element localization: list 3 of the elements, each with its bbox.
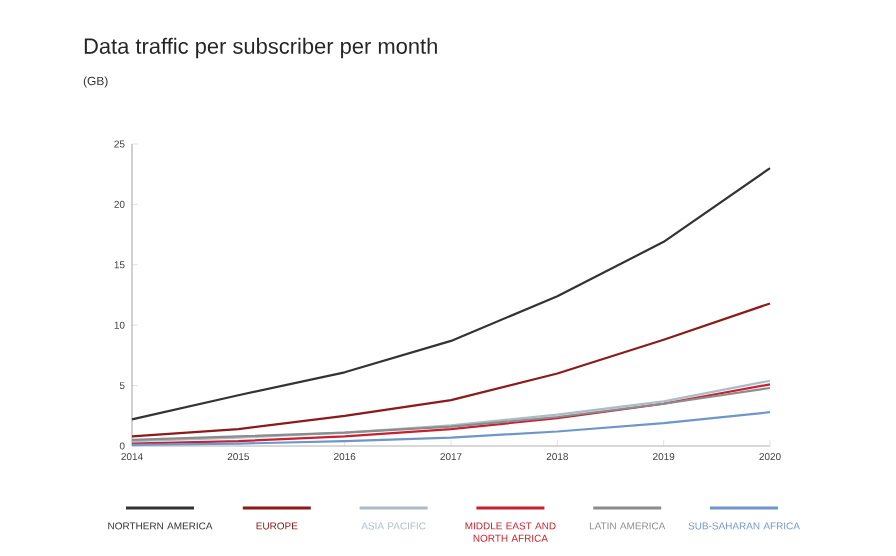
line-series xyxy=(130,167,772,421)
chart-title: Data traffic per subscriber per month xyxy=(84,37,437,59)
line-series xyxy=(130,302,772,438)
